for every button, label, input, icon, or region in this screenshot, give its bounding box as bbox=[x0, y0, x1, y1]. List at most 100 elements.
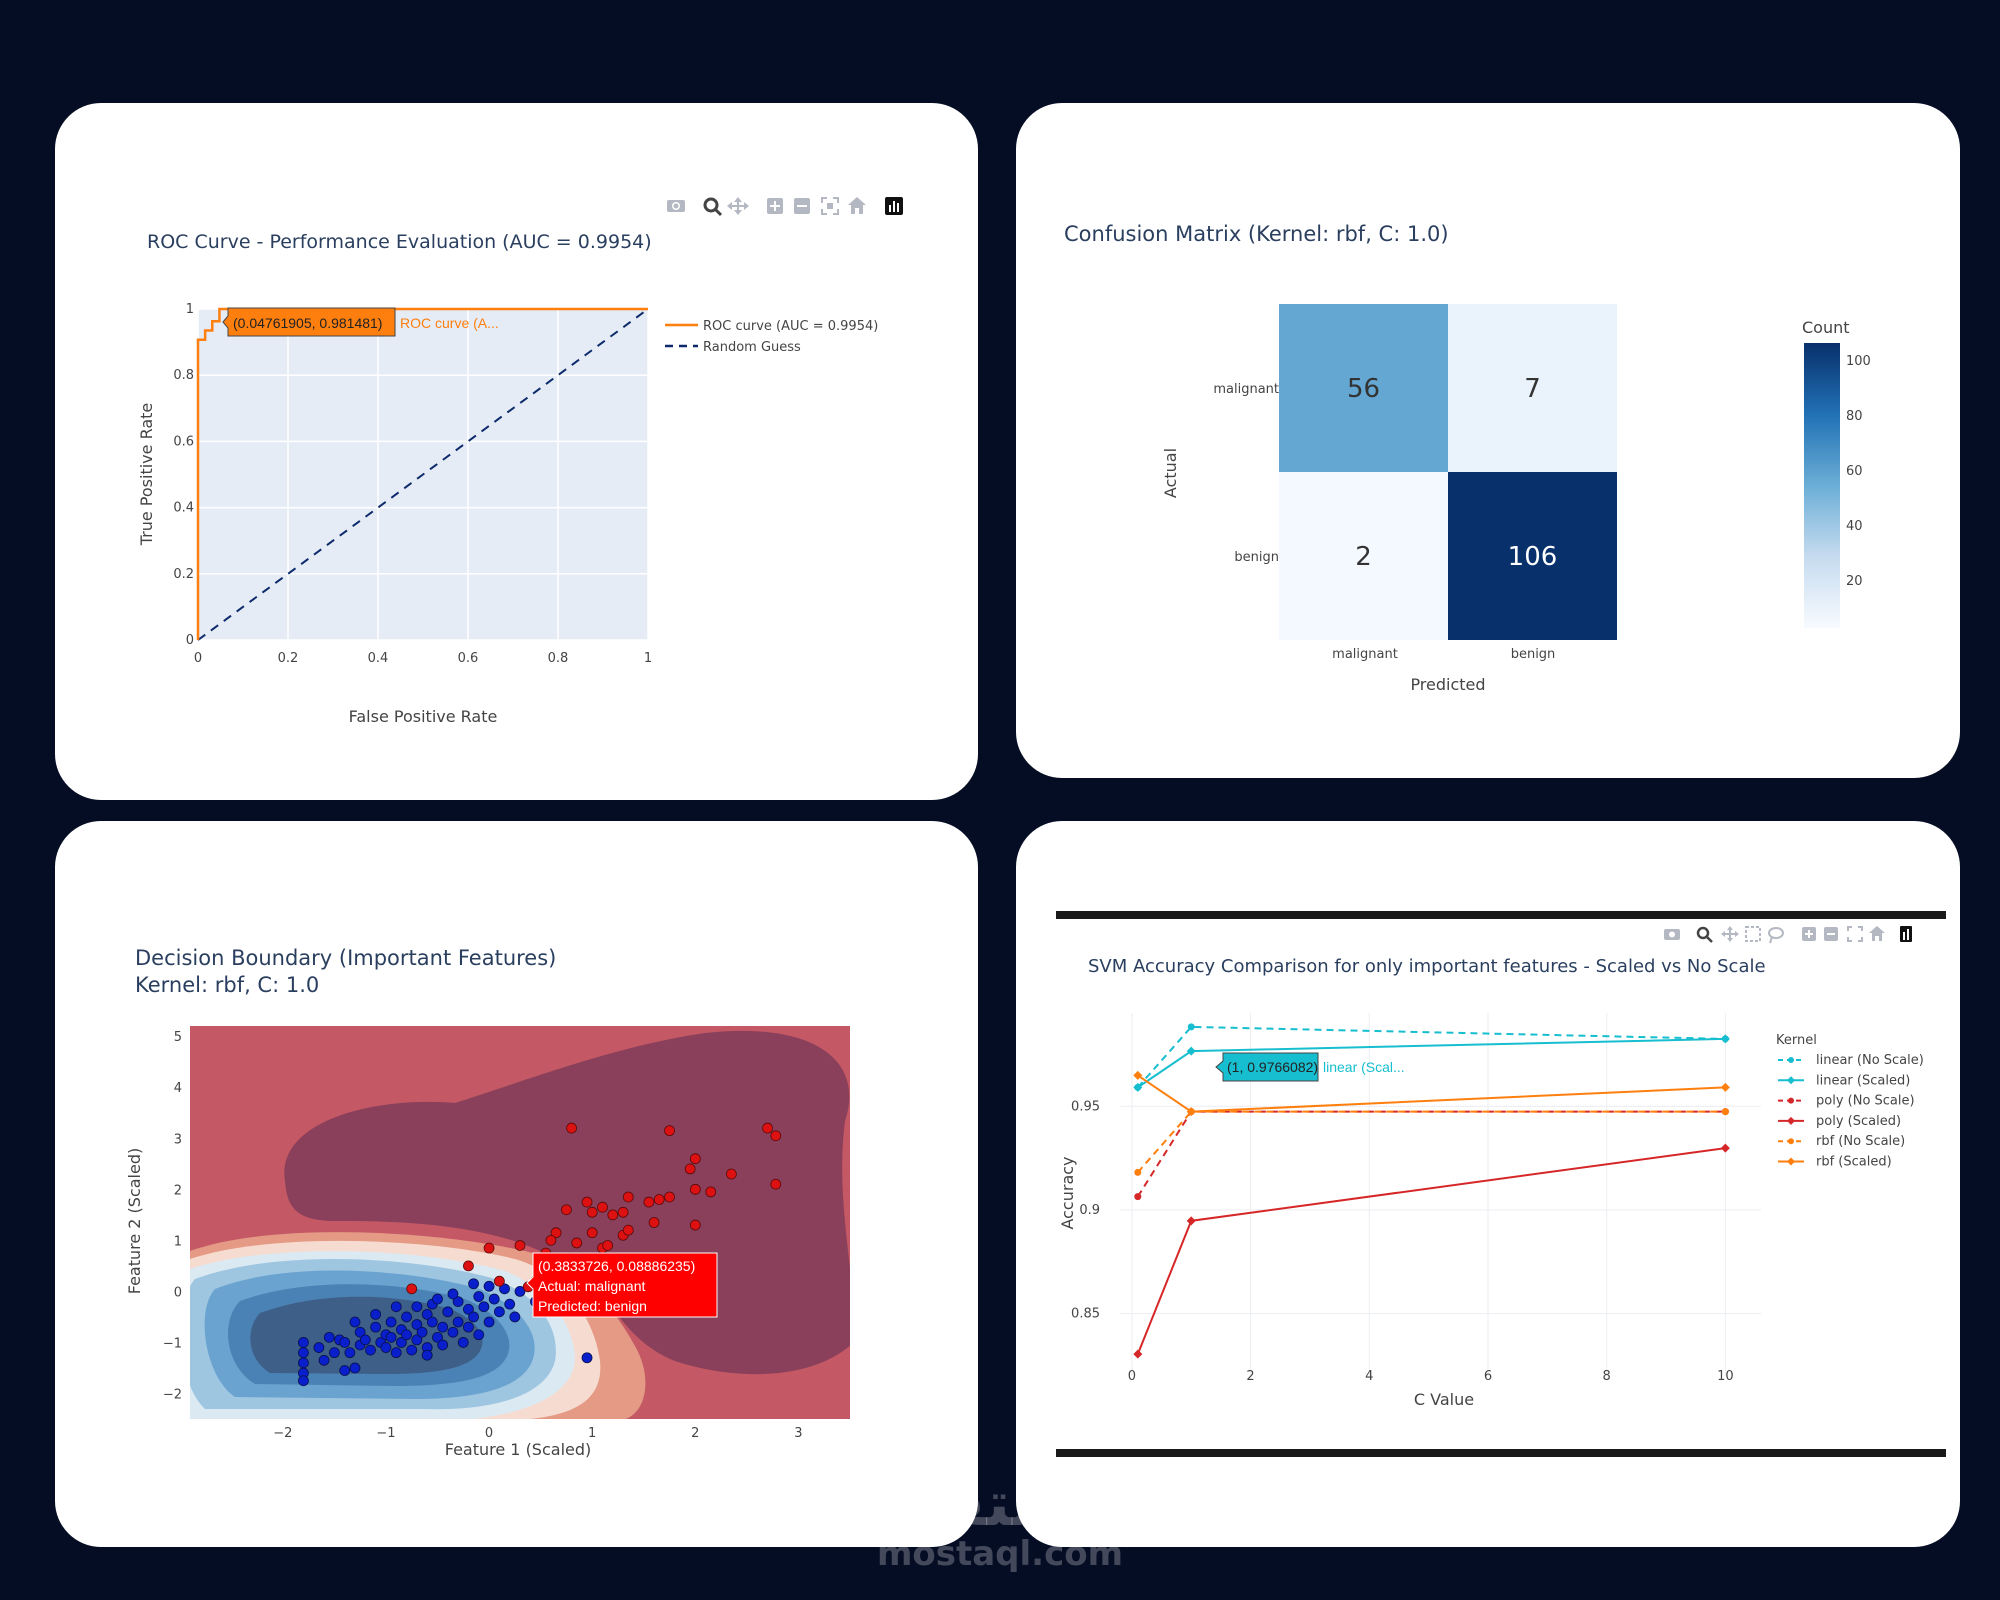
lasso-icon[interactable] bbox=[1768, 927, 1784, 944]
benign-point[interactable] bbox=[411, 1319, 423, 1330]
benign-point[interactable] bbox=[514, 1286, 526, 1297]
benign-point[interactable] bbox=[313, 1342, 325, 1353]
benign-point[interactable] bbox=[421, 1308, 433, 1320]
benign-point[interactable] bbox=[437, 1339, 449, 1351]
benign-point[interactable] bbox=[359, 1334, 371, 1346]
benign-point[interactable] bbox=[328, 1347, 340, 1359]
legend-item-label[interactable]: rbf (No Scale) bbox=[1816, 1134, 1905, 1149]
benign-point[interactable] bbox=[354, 1326, 366, 1338]
plotly-logo-icon[interactable] bbox=[885, 197, 903, 215]
accuracy-marker[interactable] bbox=[1720, 1034, 1730, 1044]
benign-point[interactable] bbox=[447, 1288, 459, 1300]
benign-point[interactable] bbox=[298, 1347, 309, 1359]
accuracy-marker[interactable] bbox=[1721, 1108, 1729, 1116]
zoom-out-icon[interactable] bbox=[1824, 927, 1838, 941]
home-icon[interactable] bbox=[1869, 926, 1885, 941]
benign-point[interactable] bbox=[432, 1331, 443, 1343]
malignant-point[interactable] bbox=[463, 1260, 474, 1272]
benign-point[interactable] bbox=[463, 1321, 474, 1333]
camera-icon[interactable] bbox=[1664, 929, 1680, 940]
malignant-point[interactable] bbox=[622, 1191, 634, 1203]
benign-point[interactable] bbox=[473, 1329, 485, 1341]
camera-icon[interactable] bbox=[667, 200, 685, 212]
benign-point[interactable] bbox=[483, 1280, 495, 1292]
benign-point[interactable] bbox=[385, 1331, 397, 1343]
accuracy-marker[interactable] bbox=[1186, 1107, 1196, 1117]
malignant-point[interactable] bbox=[406, 1283, 418, 1295]
malignant-point[interactable] bbox=[648, 1217, 660, 1228]
benign-point[interactable] bbox=[298, 1337, 309, 1348]
malignant-point[interactable] bbox=[493, 1275, 505, 1287]
benign-point[interactable] bbox=[401, 1311, 412, 1323]
malignant-point[interactable] bbox=[762, 1122, 773, 1134]
malignant-point[interactable] bbox=[514, 1240, 526, 1251]
benign-point[interactable] bbox=[504, 1298, 516, 1310]
box-select-icon[interactable] bbox=[1745, 926, 1761, 942]
malignant-point[interactable] bbox=[653, 1194, 665, 1205]
malignant-point[interactable] bbox=[586, 1227, 598, 1239]
benign-point[interactable] bbox=[406, 1344, 418, 1356]
benign-point[interactable] bbox=[370, 1321, 382, 1333]
autoscale-icon[interactable] bbox=[1847, 926, 1863, 942]
accuracy-marker[interactable] bbox=[1720, 1082, 1730, 1092]
malignant-point[interactable] bbox=[664, 1125, 675, 1137]
accuracy-marker[interactable] bbox=[1186, 1216, 1196, 1226]
malignant-point[interactable] bbox=[561, 1204, 572, 1216]
legend-item-label[interactable]: poly (Scaled) bbox=[1816, 1114, 1901, 1129]
benign-point[interactable] bbox=[581, 1352, 593, 1364]
benign-point[interactable] bbox=[447, 1326, 459, 1338]
malignant-point[interactable] bbox=[586, 1206, 598, 1218]
benign-point[interactable] bbox=[488, 1293, 500, 1305]
accuracy-marker[interactable] bbox=[1186, 1046, 1196, 1056]
accuracy-marker[interactable] bbox=[1187, 1023, 1195, 1031]
benign-point[interactable] bbox=[478, 1301, 490, 1313]
benign-point[interactable] bbox=[468, 1278, 479, 1290]
benign-point[interactable] bbox=[442, 1306, 454, 1318]
accuracy-marker[interactable] bbox=[1133, 1082, 1143, 1092]
accuracy-marker[interactable] bbox=[1134, 1168, 1142, 1176]
benign-point[interactable] bbox=[298, 1357, 309, 1369]
benign-point[interactable] bbox=[339, 1365, 351, 1376]
benign-point[interactable] bbox=[380, 1342, 392, 1353]
malignant-point[interactable] bbox=[602, 1240, 614, 1251]
plotly-logo-icon[interactable] bbox=[1900, 926, 1912, 942]
benign-point[interactable] bbox=[473, 1291, 485, 1302]
benign-point[interactable] bbox=[457, 1337, 469, 1348]
malignant-point[interactable] bbox=[571, 1237, 583, 1249]
cm-cell[interactable] bbox=[1448, 304, 1617, 472]
pan-icon[interactable] bbox=[727, 197, 749, 215]
zoom-in-icon[interactable] bbox=[767, 198, 783, 214]
benign-point[interactable] bbox=[437, 1321, 449, 1333]
malignant-point[interactable] bbox=[550, 1227, 562, 1239]
malignant-point[interactable] bbox=[566, 1122, 577, 1134]
legend-roc-label[interactable]: ROC curve (AUC = 0.9954) bbox=[703, 319, 878, 334]
malignant-point[interactable] bbox=[726, 1168, 737, 1180]
benign-point[interactable] bbox=[499, 1283, 510, 1295]
benign-point[interactable] bbox=[349, 1316, 361, 1328]
malignant-point[interactable] bbox=[622, 1224, 634, 1236]
benign-point[interactable] bbox=[493, 1306, 505, 1318]
benign-point[interactable] bbox=[452, 1296, 464, 1308]
benign-point[interactable] bbox=[339, 1337, 351, 1348]
malignant-point[interactable] bbox=[581, 1196, 593, 1208]
benign-point[interactable] bbox=[318, 1354, 330, 1366]
cm-cell[interactable] bbox=[1279, 304, 1448, 472]
malignant-point[interactable] bbox=[689, 1153, 701, 1165]
cm-cell[interactable] bbox=[1448, 472, 1617, 640]
legend-item-label[interactable]: poly (No Scale) bbox=[1816, 1094, 1915, 1109]
malignant-point[interactable] bbox=[770, 1130, 782, 1142]
benign-point[interactable] bbox=[432, 1293, 443, 1305]
benign-point[interactable] bbox=[365, 1344, 376, 1356]
zoom-out-icon[interactable] bbox=[794, 198, 810, 214]
zoom-icon[interactable] bbox=[1696, 926, 1713, 943]
benign-point[interactable] bbox=[426, 1316, 438, 1328]
benign-point[interactable] bbox=[385, 1316, 397, 1328]
benign-point[interactable] bbox=[396, 1337, 407, 1348]
malignant-point[interactable] bbox=[545, 1234, 557, 1246]
malignant-point[interactable] bbox=[664, 1191, 675, 1203]
benign-point[interactable] bbox=[390, 1347, 402, 1359]
malignant-point[interactable] bbox=[705, 1186, 717, 1198]
malignant-point[interactable] bbox=[689, 1219, 701, 1231]
accuracy-marker[interactable] bbox=[1134, 1193, 1142, 1201]
malignant-point[interactable] bbox=[689, 1183, 701, 1195]
